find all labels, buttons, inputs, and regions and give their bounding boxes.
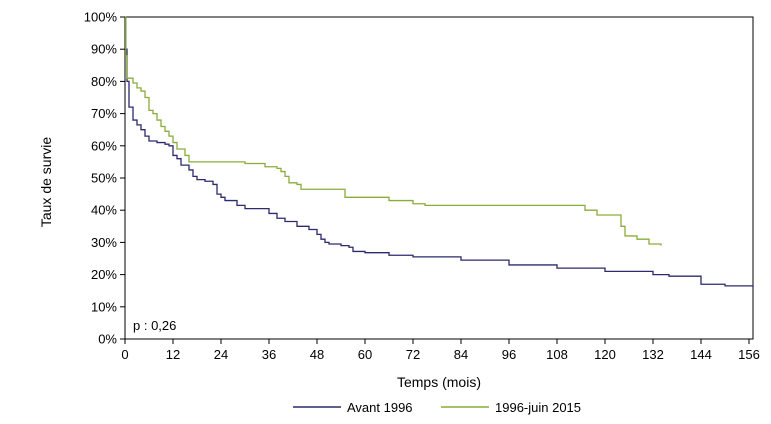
y-tick-label: 100% (84, 10, 118, 25)
y-tick-label: 20% (91, 267, 117, 282)
y-axis: 0% 10% 20% 30% 40% 50% 60% 70% 80% 90% 100% (84, 10, 125, 347)
series-line-2 (125, 16, 662, 246)
legend: Avant 1996 1996-juin 2015 (293, 400, 581, 415)
x-tick-label: 144 (690, 347, 712, 362)
y-tick-label: 10% (91, 299, 117, 314)
x-tick-label: 120 (594, 347, 616, 362)
x-tick-label: 48 (310, 347, 324, 362)
y-tick-label: 40% (91, 203, 117, 218)
x-tick-label: 72 (406, 347, 420, 362)
x-tick-label: 12 (166, 347, 180, 362)
x-tick-label: 132 (642, 347, 664, 362)
y-tick-label: 90% (91, 42, 117, 57)
x-tick-label: 84 (454, 347, 468, 362)
p-value-annotation: p : 0,26 (133, 318, 176, 333)
plot-frame (124, 16, 754, 340)
series-group (125, 16, 754, 288)
x-tick-label: 0 (121, 347, 128, 362)
x-tick-label: 60 (358, 347, 372, 362)
x-axis-title: Temps (mois) (397, 374, 481, 390)
legend-label: 1996-juin 2015 (495, 400, 581, 415)
x-tick-label: 36 (262, 347, 276, 362)
x-axis: 0 12 24 36 48 60 72 84 96 108 120 132 144 156 (121, 339, 760, 362)
y-tick-label: 60% (91, 138, 117, 153)
y-tick-label: 80% (91, 74, 117, 89)
series-line-1 (125, 16, 754, 288)
y-tick-label: 30% (91, 235, 117, 250)
legend-label: Avant 1996 (347, 400, 413, 415)
x-tick-label: 96 (502, 347, 516, 362)
x-tick-label: 108 (546, 347, 568, 362)
x-tick-label: 156 (738, 347, 760, 362)
y-tick-label: 50% (91, 171, 117, 186)
y-tick-label: 70% (91, 106, 117, 121)
y-axis-title: Taux de survie (38, 137, 54, 227)
x-tick-label: 24 (214, 347, 228, 362)
y-tick-label: 0% (98, 332, 117, 347)
